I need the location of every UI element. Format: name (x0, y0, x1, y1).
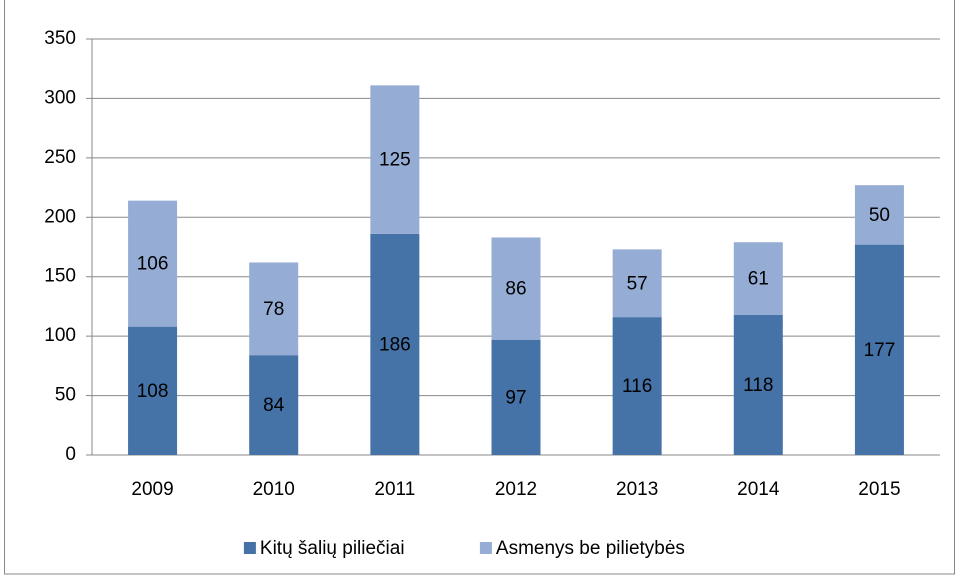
x-tick-label: 2009 (131, 479, 173, 500)
data-label: 118 (743, 375, 773, 396)
x-tick-label: 2013 (616, 479, 658, 500)
bar-segment (612, 317, 662, 455)
bar-segment (733, 242, 783, 315)
y-tick-label: 150 (44, 266, 76, 287)
bar-segment (128, 326, 178, 455)
y-tick-label: 300 (44, 87, 76, 108)
x-tick-label: 2012 (495, 479, 537, 500)
bar-segment (612, 249, 662, 318)
y-tick-label: 0 (65, 444, 76, 465)
legend-label: Kitų šalių piliečiai (260, 538, 405, 559)
data-label: 86 (505, 279, 526, 300)
bar-segment (491, 339, 541, 455)
data-label: 186 (379, 334, 411, 355)
bar-segment (249, 355, 299, 455)
data-label: 125 (379, 150, 411, 171)
data-label: 57 (627, 273, 648, 294)
y-tick-label: 200 (44, 206, 76, 227)
x-tick-label: 2015 (858, 479, 900, 500)
data-label: 78 (263, 299, 284, 320)
data-label: 177 (864, 340, 896, 361)
bar-segment (854, 244, 904, 455)
bar-segment (370, 85, 420, 234)
data-label: 97 (505, 387, 526, 408)
bar-segment (128, 200, 178, 327)
x-tick-label: 2010 (253, 479, 295, 500)
data-label: 106 (137, 254, 169, 275)
y-tick-label: 250 (44, 147, 76, 168)
x-tick-label: 2011 (374, 479, 415, 500)
bar-segment (249, 262, 299, 356)
legend-label: Asmenys be pilietybės (496, 538, 685, 559)
y-tick-label: 50 (55, 385, 76, 406)
bar-segment (733, 314, 783, 455)
data-label: 61 (748, 269, 769, 290)
legend-swatch (243, 542, 256, 554)
data-label: 108 (137, 381, 169, 402)
x-tick-label: 2014 (737, 479, 780, 500)
legend-swatch (479, 542, 492, 554)
y-tick-label: 100 (44, 325, 76, 346)
bar-segment (370, 233, 420, 455)
data-label: 84 (263, 395, 285, 416)
data-label: 50 (869, 205, 890, 226)
bar-segment (491, 237, 541, 340)
data-label: 116 (622, 376, 652, 397)
bar-segment (854, 185, 904, 245)
y-tick-label: 350 (44, 28, 76, 49)
